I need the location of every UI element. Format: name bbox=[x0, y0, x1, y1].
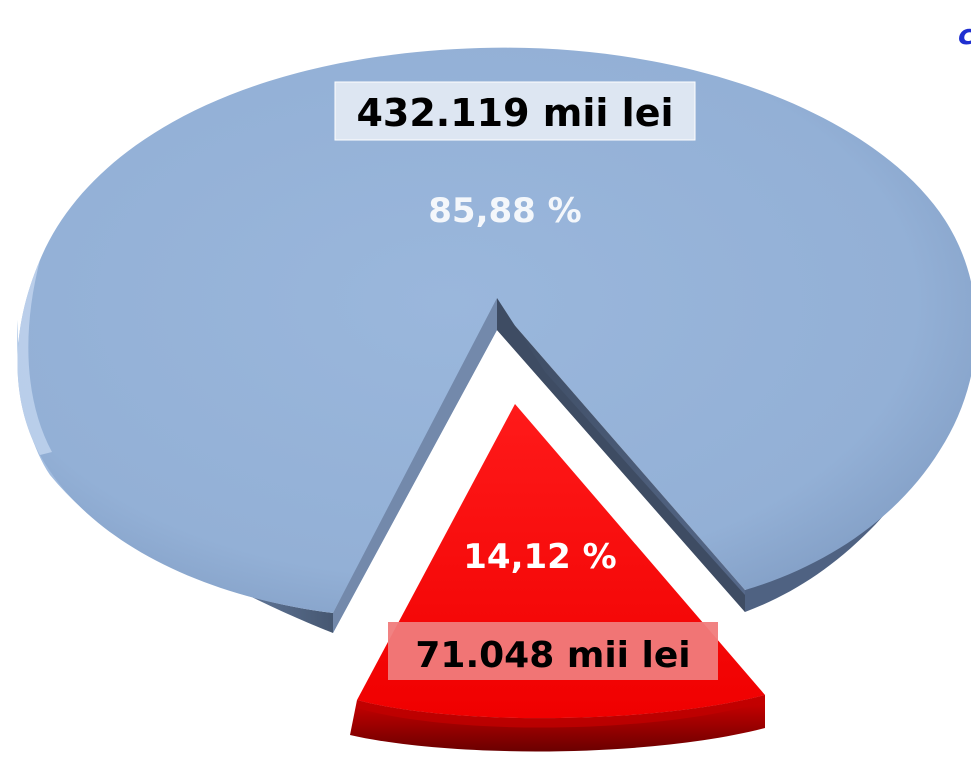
clipped-title-fragment: c bbox=[958, 18, 971, 51]
slice-2-value-label: 71.048 mii lei bbox=[388, 622, 718, 680]
slice-2-value-text: 71.048 mii lei bbox=[415, 635, 690, 676]
pie-slice-1-wedge-face bbox=[497, 298, 745, 612]
slice-2-percent-label: 14,12 % bbox=[463, 537, 616, 577]
slice-1-value-text: 432.119 mii lei bbox=[356, 91, 673, 135]
pie-slice-1-rim bbox=[17, 260, 52, 455]
pie-slice-1-wedge-face-left bbox=[333, 298, 497, 633]
slice-1-value-label: 432.119 mii lei bbox=[334, 81, 696, 141]
pie-slice-2-shade bbox=[357, 695, 765, 728]
slice-1-percent-label: 85,88 % bbox=[428, 191, 581, 231]
pie-slice-1 bbox=[17, 47, 971, 613]
